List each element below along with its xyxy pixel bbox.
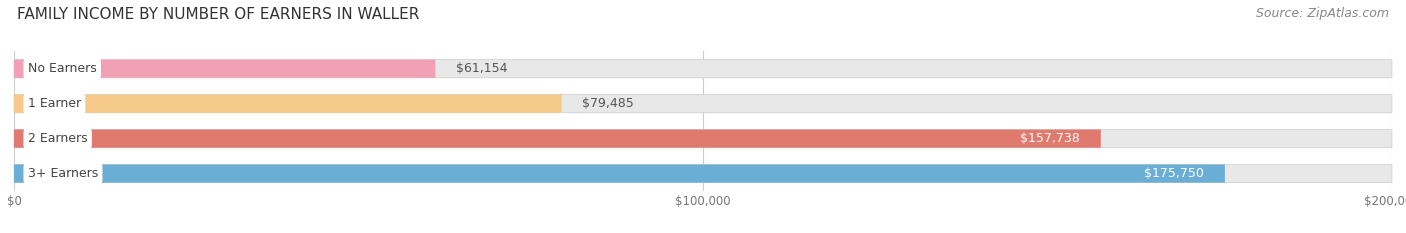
FancyBboxPatch shape [14, 60, 1392, 78]
Text: 1 Earner: 1 Earner [28, 97, 82, 110]
FancyBboxPatch shape [14, 60, 436, 78]
FancyBboxPatch shape [14, 95, 561, 113]
Text: FAMILY INCOME BY NUMBER OF EARNERS IN WALLER: FAMILY INCOME BY NUMBER OF EARNERS IN WA… [17, 7, 419, 22]
Text: $157,738: $157,738 [1021, 132, 1080, 145]
Text: $61,154: $61,154 [456, 62, 508, 75]
Text: $79,485: $79,485 [582, 97, 634, 110]
Text: 2 Earners: 2 Earners [28, 132, 87, 145]
Text: 3+ Earners: 3+ Earners [28, 167, 98, 180]
FancyBboxPatch shape [14, 130, 1101, 148]
Text: Source: ZipAtlas.com: Source: ZipAtlas.com [1256, 7, 1389, 20]
FancyBboxPatch shape [14, 95, 1392, 113]
FancyBboxPatch shape [14, 164, 1225, 183]
Text: No Earners: No Earners [28, 62, 97, 75]
Text: $175,750: $175,750 [1144, 167, 1204, 180]
FancyBboxPatch shape [14, 130, 1392, 148]
FancyBboxPatch shape [14, 164, 1392, 183]
